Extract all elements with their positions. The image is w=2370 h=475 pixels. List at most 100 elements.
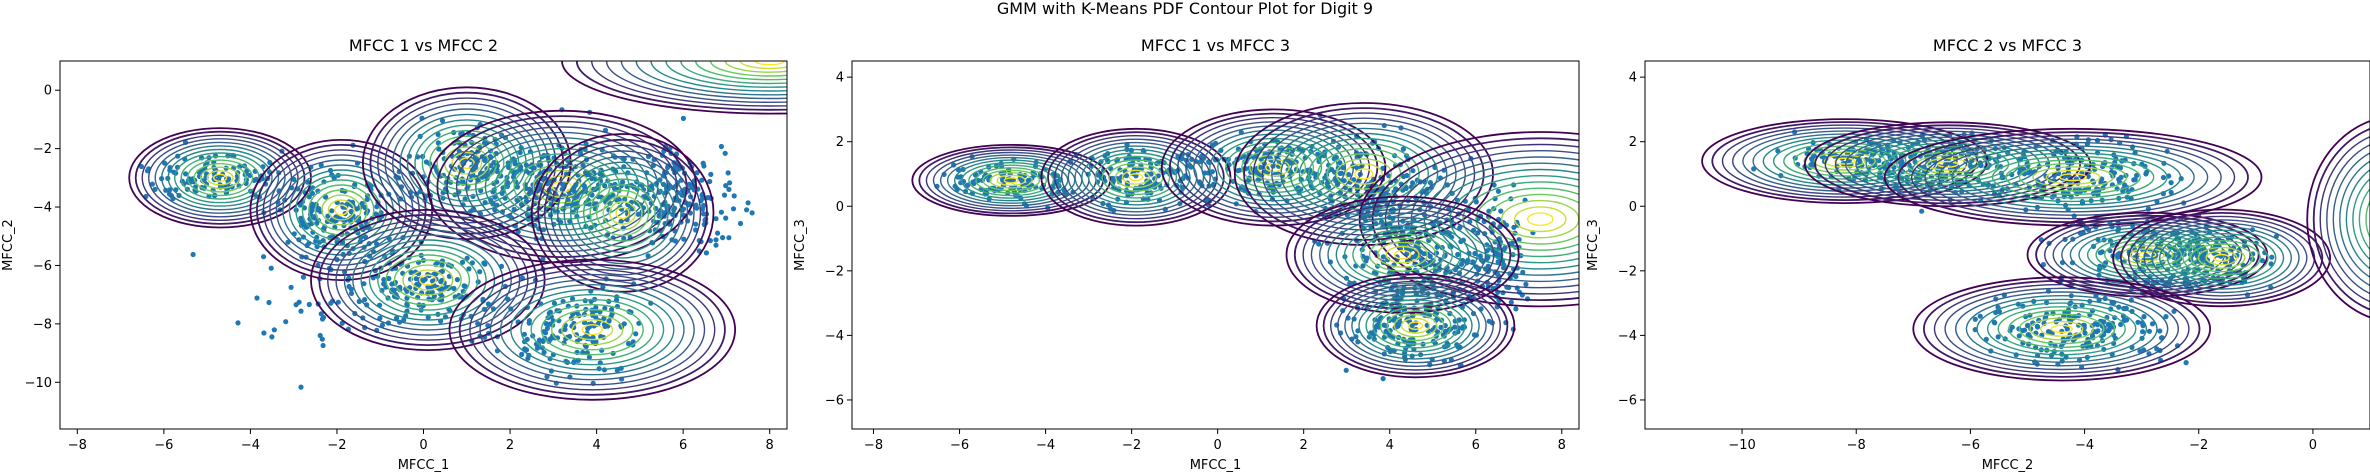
contour-level xyxy=(458,263,726,396)
data-point xyxy=(612,186,618,192)
contour-level xyxy=(334,204,349,216)
contour-level xyxy=(391,108,542,219)
data-point xyxy=(625,341,632,347)
y-axis-label: MFCC_3 xyxy=(1586,219,1601,271)
data-point xyxy=(713,237,719,243)
data-point xyxy=(269,334,275,340)
contour-level xyxy=(1371,137,1579,301)
contour-level xyxy=(1094,155,1178,199)
contour-level xyxy=(1054,134,1218,220)
contour-level xyxy=(1951,145,2195,209)
y-tick-label: −2 xyxy=(825,264,844,279)
contour-level xyxy=(1386,310,1445,342)
contour-level xyxy=(141,134,299,222)
data-point xyxy=(348,286,354,292)
data-point xyxy=(1456,317,1462,323)
contour-level xyxy=(1003,177,1019,184)
data-point xyxy=(425,314,431,320)
data-point xyxy=(477,269,483,275)
contour-level xyxy=(1128,173,1144,182)
data-point xyxy=(1116,179,1122,185)
data-point xyxy=(361,281,367,287)
data-point xyxy=(462,283,468,289)
data-point xyxy=(2134,172,2140,179)
contour-level xyxy=(1783,142,1907,180)
contour-level xyxy=(550,150,695,276)
contour-lines xyxy=(911,102,1579,379)
data-point xyxy=(2048,352,2055,358)
contour-level xyxy=(543,144,702,282)
contour-level xyxy=(1088,152,1184,203)
data-point xyxy=(620,179,626,185)
data-point xyxy=(2118,174,2124,180)
contour-level xyxy=(1384,143,1579,295)
contour-level xyxy=(1343,224,1462,285)
data-point xyxy=(718,143,725,150)
data-point xyxy=(1385,257,1391,263)
contour-level xyxy=(571,319,614,341)
contour-level xyxy=(1121,169,1150,185)
contour-level xyxy=(1436,168,1579,270)
data-point xyxy=(1486,318,1492,324)
contour-level xyxy=(2135,219,2308,297)
data-point xyxy=(635,211,641,217)
data-point xyxy=(454,277,460,283)
contour-level xyxy=(1377,241,1429,268)
contour-level xyxy=(650,61,787,92)
y-tick-label: 2 xyxy=(1629,135,1637,150)
contour-level xyxy=(520,294,665,366)
data-point xyxy=(1019,178,1025,184)
data-point xyxy=(2122,182,2128,188)
data-point xyxy=(1343,367,1349,373)
contour-level xyxy=(2112,208,2332,308)
data-point xyxy=(1495,188,1501,194)
contour-level xyxy=(1101,159,1171,196)
contour-level xyxy=(402,264,454,296)
data-point xyxy=(1520,269,1526,275)
data-point xyxy=(401,317,407,323)
data-point xyxy=(1054,173,1061,179)
data-point xyxy=(601,315,607,322)
contour-level xyxy=(426,109,698,264)
x-axis-label: MFCC_2 xyxy=(1982,458,2034,473)
data-point xyxy=(1427,180,1433,186)
data-point xyxy=(1919,208,1925,214)
contour-level xyxy=(2159,229,2285,287)
contour-level xyxy=(1289,132,1439,216)
data-point xyxy=(1391,317,1397,323)
contour-level xyxy=(1081,148,1191,206)
contour-level xyxy=(1225,141,1323,194)
data-point xyxy=(715,230,721,236)
contour-level xyxy=(961,161,1062,199)
contour-level xyxy=(2332,152,2370,287)
data-point xyxy=(749,210,755,216)
data-point xyxy=(379,322,385,328)
contour-level xyxy=(1721,124,1968,198)
contour-level xyxy=(1407,321,1424,331)
data-point xyxy=(149,181,155,187)
contour-level xyxy=(1298,137,1430,211)
contour-level xyxy=(393,259,462,301)
contour-level xyxy=(582,178,663,248)
data-point xyxy=(261,254,267,260)
contour-level xyxy=(1527,212,1554,226)
contour-level xyxy=(739,61,787,70)
data-point xyxy=(1025,177,1032,183)
data-point xyxy=(1400,146,1406,152)
x-tick-label: −4 xyxy=(241,438,260,453)
data-point xyxy=(456,148,462,154)
contour-level xyxy=(1329,280,1501,371)
x-tick-label: −2 xyxy=(1122,438,1141,453)
contour-level xyxy=(2312,127,2370,311)
data-point xyxy=(1501,246,1507,253)
data-point xyxy=(162,160,168,166)
data-point xyxy=(621,321,627,327)
data-point xyxy=(2034,323,2040,329)
contour-level xyxy=(2174,236,2269,280)
plot-area xyxy=(911,102,1579,382)
data-point xyxy=(2135,319,2141,325)
data-point xyxy=(713,242,719,248)
data-point xyxy=(2259,258,2265,264)
x-tick-label: −8 xyxy=(68,438,87,453)
